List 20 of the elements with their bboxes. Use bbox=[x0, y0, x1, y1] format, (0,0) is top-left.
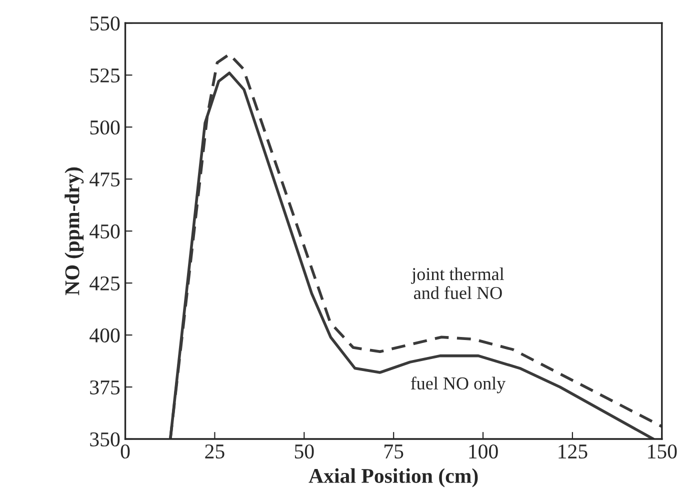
y-tick-label: 425 bbox=[90, 276, 120, 290]
y-tick-label: 475 bbox=[90, 172, 120, 186]
x-tick-label: 0 bbox=[120, 444, 130, 459]
x-tick-label: 100 bbox=[469, 444, 498, 459]
x-tick-label: 150 bbox=[648, 444, 677, 459]
y-tick-label: 450 bbox=[90, 224, 120, 238]
y-tick-label: 400 bbox=[90, 328, 120, 342]
y-tick-label: 525 bbox=[90, 68, 120, 83]
y-tick-label: 375 bbox=[90, 380, 120, 394]
x-tick-label: 50 bbox=[294, 444, 314, 459]
y-axis-title: NO (ppm-dry) bbox=[64, 167, 84, 296]
x-tick-label: 125 bbox=[558, 444, 588, 459]
x-axis-title: Axial Position (cm) bbox=[308, 468, 478, 488]
y-tick-label: 550 bbox=[90, 16, 120, 31]
annotation: fuel NO only bbox=[410, 376, 506, 394]
y-tick-label: 350 bbox=[90, 432, 120, 446]
x-tick-label: 25 bbox=[205, 444, 224, 459]
y-tick-label: 500 bbox=[90, 120, 120, 134]
annotation: joint thermal and fuel NO bbox=[411, 267, 504, 300]
x-tick-label: 75 bbox=[384, 444, 404, 459]
